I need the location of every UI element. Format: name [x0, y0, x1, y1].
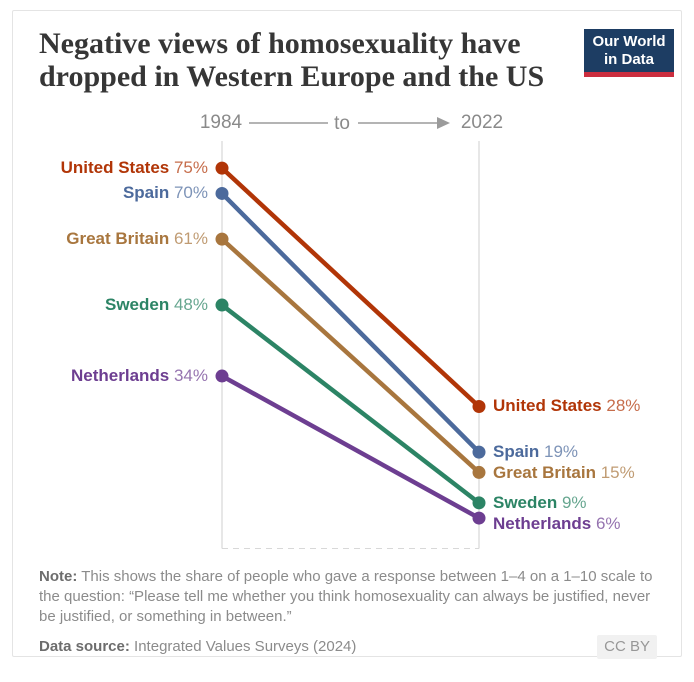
- label-start-spain: Spain 70%: [122, 183, 208, 203]
- end-dot-sweden: [472, 496, 486, 510]
- license-badge[interactable]: CC BY: [597, 635, 657, 659]
- owid-logo-accent-strip: [584, 72, 674, 77]
- label-end-netherlands: Netherlands 6%: [493, 513, 621, 533]
- slope-chart: [215, 117, 486, 549]
- owid-logo: Our World in Data: [584, 29, 674, 77]
- label-start-united-states: United States 75%: [60, 158, 208, 178]
- data-source-text: Integrated Values Surveys (2024): [134, 638, 357, 655]
- label-start-great-britain: Great Britain 61%: [66, 229, 208, 249]
- owid-logo-line1: Our World: [592, 33, 666, 50]
- label-end-great-britain: Great Britain 15%: [493, 463, 635, 483]
- data-source: Data source: Integrated Values Surveys (…: [39, 637, 356, 657]
- axis-arrow-head-icon: [437, 117, 450, 129]
- start-dot-netherlands: [215, 369, 229, 383]
- chart-title: Negative views of homosexuality have dro…: [39, 27, 545, 93]
- axis-connector-label: to: [334, 113, 350, 134]
- axis-end-year: 2022: [460, 112, 504, 133]
- axis-start-year: 1984: [199, 112, 243, 133]
- end-dot-netherlands: [472, 511, 486, 525]
- chart-footer: Note: This shows the share of people who…: [39, 567, 657, 659]
- label-start-sweden: Sweden 48%: [105, 295, 208, 315]
- note-text: This shows the share of people who gave …: [39, 568, 653, 625]
- slope-line-netherlands: [220, 374, 481, 521]
- start-dot-spain: [215, 186, 229, 200]
- end-dot-united-states: [472, 399, 486, 413]
- owid-logo-text: Our World in Data: [584, 29, 674, 72]
- label-start-netherlands: Netherlands 34%: [71, 366, 208, 386]
- label-end-spain: Spain 19%: [493, 442, 579, 462]
- owid-logo-line2: in Data: [603, 51, 654, 68]
- slope-line-spain: [220, 191, 481, 454]
- start-dot-united-states: [215, 161, 229, 175]
- chart-card: Negative views of homosexuality have dro…: [12, 10, 682, 659]
- end-dot-great-britain: [472, 465, 486, 479]
- end-dot-spain: [472, 445, 486, 459]
- slope-line-united-states: [220, 166, 481, 409]
- chart-note: Note: This shows the share of people who…: [39, 567, 657, 627]
- slope-line-great-britain: [220, 237, 481, 475]
- label-end-sweden: Sweden 9%: [493, 492, 587, 512]
- start-dot-sweden: [215, 298, 229, 312]
- data-source-label: Data source:: [39, 638, 130, 655]
- label-end-united-states: United States 28%: [493, 396, 641, 416]
- note-label: Note:: [39, 568, 78, 585]
- start-dot-great-britain: [215, 232, 229, 246]
- slope-line-sweden: [220, 303, 481, 505]
